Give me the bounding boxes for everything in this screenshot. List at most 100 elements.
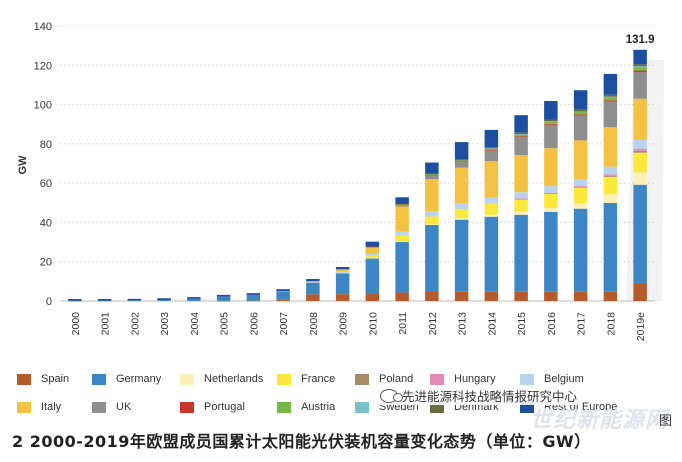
x-tick-label: 2007 (278, 312, 290, 336)
bar-segment-uk (603, 101, 618, 128)
bar-segment-germany (157, 300, 171, 301)
bar-segment-netherlands (395, 241, 409, 243)
bar-segment-germany (425, 224, 439, 292)
x-tick-label: 2016 (546, 312, 558, 336)
x-tick-label: 2013 (457, 312, 469, 336)
bar-segment-hungary (544, 192, 558, 194)
bar-segment-italy (365, 246, 380, 254)
bar-segment-portugal (633, 70, 647, 73)
bar-segment-spain (454, 291, 469, 301)
wechat-watermark: 先进能源科技战略情报研究中心 (378, 386, 580, 405)
y-tick-label: 120 (34, 60, 52, 72)
bar-segment-uk (425, 175, 439, 180)
bar-segment-rest-of-europe (484, 129, 499, 148)
bar-segment-austria (633, 67, 647, 71)
y-tick-label: 0 (46, 296, 52, 308)
bar-segment-france (484, 203, 499, 215)
legend-swatch (430, 373, 444, 385)
bar-segment-germany (544, 211, 558, 292)
bar-segment-belgium (335, 271, 350, 273)
bar-segment-rest-of-europe (514, 115, 528, 133)
legend-label: Austria (301, 401, 336, 413)
y-tick-label: 80 (40, 139, 52, 151)
legend-label: Italy (41, 401, 62, 413)
bar-segment-rest-of-europe (425, 162, 439, 174)
bar-segment-sweden (484, 148, 499, 149)
bar-segment-belgium (633, 139, 647, 149)
bar-segment-belgium (514, 192, 528, 199)
bar-segment-austria (395, 203, 409, 205)
bar-segment-france (573, 187, 588, 204)
total-annotation: 131.9 (626, 34, 655, 46)
legend-swatch (180, 401, 194, 413)
x-tick-label: 2019e (635, 312, 647, 341)
bar-segment-sweden (633, 66, 647, 68)
legend-label: Belgium (544, 373, 584, 385)
bar-segment-rest-of-europe (97, 299, 112, 301)
bar-segment-netherlands (544, 207, 558, 212)
x-tick-label: 2001 (100, 312, 112, 336)
legend-swatch (520, 373, 534, 385)
bar-segment-france (454, 209, 469, 219)
wechat-icon (380, 388, 403, 403)
legend-item-hungary: Hungary (430, 373, 496, 385)
bar-segment-rest-of-europe (306, 279, 320, 282)
y-tick-label: 40 (40, 217, 52, 229)
bar-segment-italy (633, 98, 647, 140)
bar-segment-uk (514, 136, 528, 156)
bar-segment-italy (335, 269, 350, 272)
bar-segment-sweden (544, 121, 558, 122)
bar-segment-germany (573, 208, 588, 292)
bar-segment-denmark (514, 132, 528, 135)
legend-label: France (301, 373, 336, 385)
bar-segment-austria (484, 148, 499, 151)
x-tick-label: 2012 (427, 312, 439, 336)
bar-segment-hungary (633, 148, 647, 151)
bar-segment-netherlands (603, 194, 618, 203)
bar-segment-france (603, 176, 618, 195)
legend-label: Portugal (204, 401, 245, 413)
bar-segment-spain (365, 293, 380, 301)
bar-segment-portugal (603, 100, 618, 102)
bar-segment-rest-of-europe (276, 289, 290, 292)
x-tick-label: 2000 (70, 312, 82, 336)
bar-segment-belgium (544, 186, 558, 193)
bar-segment-rest-of-europe (365, 241, 380, 247)
bar-segment-france (395, 235, 409, 242)
bar-segment-portugal (544, 123, 558, 125)
bar-segment-italy (603, 127, 618, 167)
x-tick-label: 2011 (397, 312, 409, 335)
faint-logo: 世纪新能源网 (529, 407, 668, 432)
bar-segment-sweden (573, 111, 588, 113)
bar-segment-spain (425, 291, 439, 301)
x-tick-label: 2006 (248, 312, 260, 336)
bar-segment-portugal (425, 175, 439, 176)
legend-item-italy: Italy (17, 401, 61, 413)
legend-item-poland: Poland (355, 373, 413, 385)
bar-segment-spain (544, 291, 558, 301)
bar-segment-denmark (573, 109, 588, 112)
watermark-text: 先进能源科技战略情报研究中心 (402, 390, 578, 404)
bar-segment-germany (484, 216, 499, 292)
bar-segment-belgium (395, 231, 409, 236)
bar-segment-spain (216, 300, 231, 302)
bar-segment-rest-of-europe (573, 90, 588, 110)
legend-item-belgium: Belgium (520, 373, 584, 385)
figure-caption: 2 2000-2019年欧盟成员国累计太阳能光伏装机容量变化态势（单位：GW） (12, 432, 591, 451)
legend-label: UK (116, 401, 132, 413)
bar-segment-netherlands (633, 172, 647, 185)
bar-segment-portugal (484, 150, 499, 151)
bar-segment-germany (97, 300, 112, 302)
corner-mark: 图 (658, 413, 672, 428)
bar-segment-france (365, 255, 380, 258)
bar-segment-poland (514, 198, 528, 200)
bar-segment-denmark (603, 94, 618, 97)
bar-segment-rest-of-europe (127, 298, 142, 301)
bar-segment-italy (544, 148, 558, 187)
bar-segment-netherlands (454, 218, 469, 220)
legend-swatch (180, 373, 194, 385)
bar-segment-spain (603, 291, 618, 301)
x-tick-label: 2014 (486, 312, 498, 336)
bar-segment-rest-of-europe (216, 294, 231, 297)
bar-segment-rest-of-europe (68, 299, 82, 301)
